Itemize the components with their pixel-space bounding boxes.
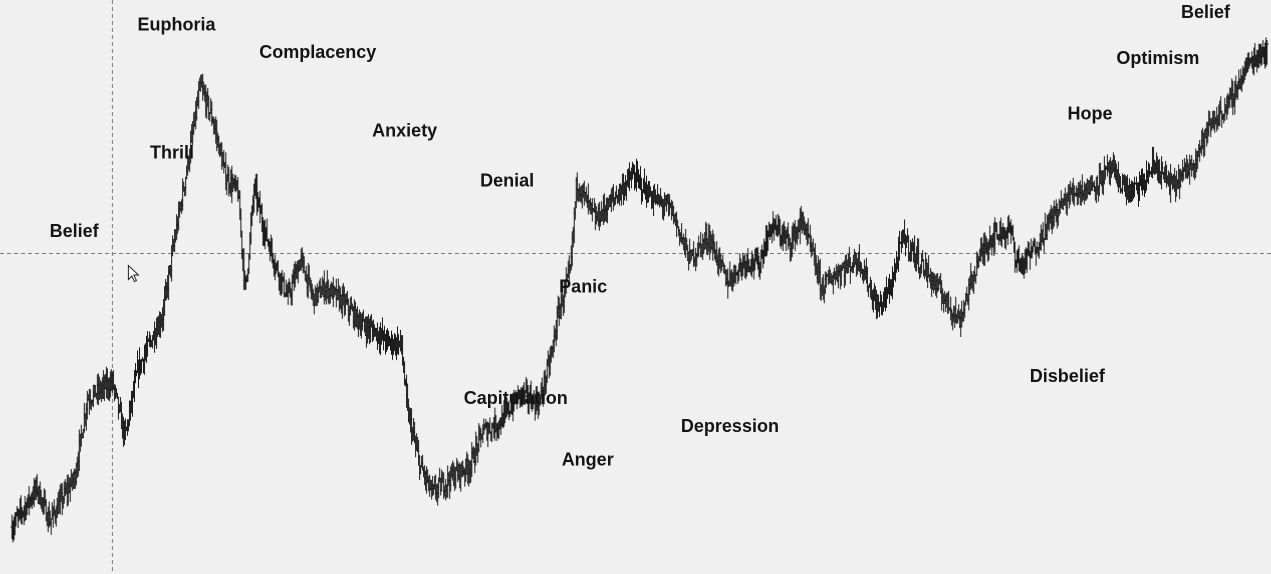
phase-label-complacency: Complacency bbox=[259, 42, 376, 62]
arrow-cursor-icon bbox=[127, 264, 140, 283]
phase-label-belief: Belief bbox=[50, 221, 100, 241]
phase-label-depression: Depression bbox=[681, 416, 779, 436]
phase-labels: Belief Thrill Euphoria Complacency Anxiety De… bbox=[50, 2, 1231, 470]
phase-label-thrill: Thrill bbox=[150, 143, 194, 163]
phase-label-belief: Belief bbox=[1181, 2, 1231, 22]
phase-label-capitulation: Capitulation bbox=[464, 388, 568, 408]
phase-label-denial: Denial bbox=[480, 171, 534, 191]
phase-label-anxiety: Anxiety bbox=[372, 120, 437, 140]
phase-label-disbelief: Disbelief bbox=[1030, 366, 1106, 386]
price-bar bbox=[1265, 39, 1269, 65]
phase-label-hope: Hope bbox=[1067, 104, 1112, 124]
price-bars bbox=[10, 37, 1269, 543]
phase-label-panic: Panic bbox=[559, 277, 607, 297]
phase-label-euphoria: Euphoria bbox=[138, 14, 217, 34]
phase-label-optimism: Optimism bbox=[1116, 48, 1199, 68]
phase-label-anger: Anger bbox=[562, 450, 614, 470]
